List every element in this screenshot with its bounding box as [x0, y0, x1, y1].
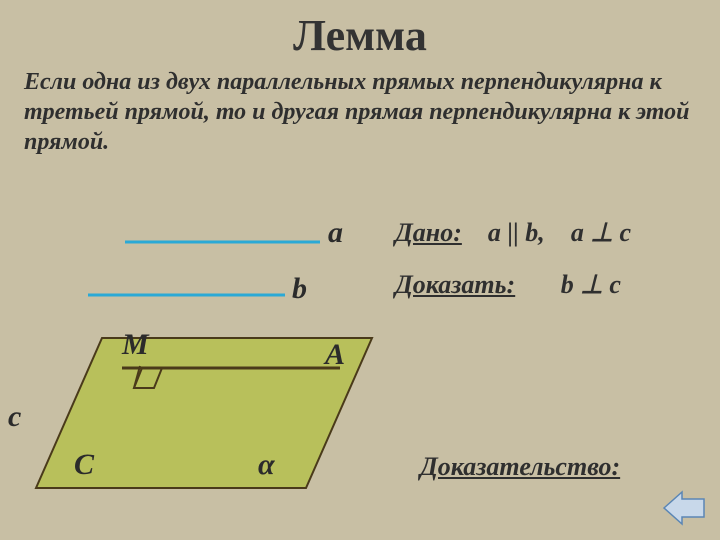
right-column: Дано: а || b, a ⊥ c Доказать: b ⊥ c	[395, 218, 705, 300]
given-expr-b: a ⊥ c	[571, 218, 631, 247]
label-point-C: C	[74, 448, 94, 482]
given-label: Дано:	[395, 218, 462, 247]
back-arrow-icon	[662, 490, 706, 526]
proof-label-text: Доказательство:	[420, 452, 620, 481]
proof-label: Доказательство:	[420, 452, 620, 482]
given-expr-a: а || b,	[488, 218, 545, 247]
label-plane-alpha: α	[258, 448, 275, 482]
label-point-A: A	[325, 338, 345, 372]
slide-title-text: Лемма	[293, 11, 427, 60]
label-point-M: M	[122, 328, 149, 362]
geometry-diagram: а b M A C c α	[10, 210, 390, 510]
given-space-2	[551, 218, 564, 247]
slide-title: Лемма	[0, 0, 720, 61]
given-space-1	[468, 218, 481, 247]
toprove-label: Доказать:	[395, 270, 515, 299]
label-line-a: а	[328, 216, 343, 250]
toprove-row: Доказать: b ⊥ c	[395, 270, 705, 300]
label-line-b: b	[292, 272, 307, 306]
toprove-space	[522, 270, 555, 299]
toprove-expr: b ⊥ c	[561, 270, 621, 299]
lemma-statement: Если одна из двух параллельных прямых пе…	[0, 61, 720, 157]
label-line-c: c	[8, 400, 21, 434]
lemma-statement-text: Если одна из двух параллельных прямых пе…	[24, 69, 689, 155]
back-arrow-button[interactable]	[662, 490, 706, 526]
given-row: Дано: а || b, a ⊥ c	[395, 218, 705, 248]
